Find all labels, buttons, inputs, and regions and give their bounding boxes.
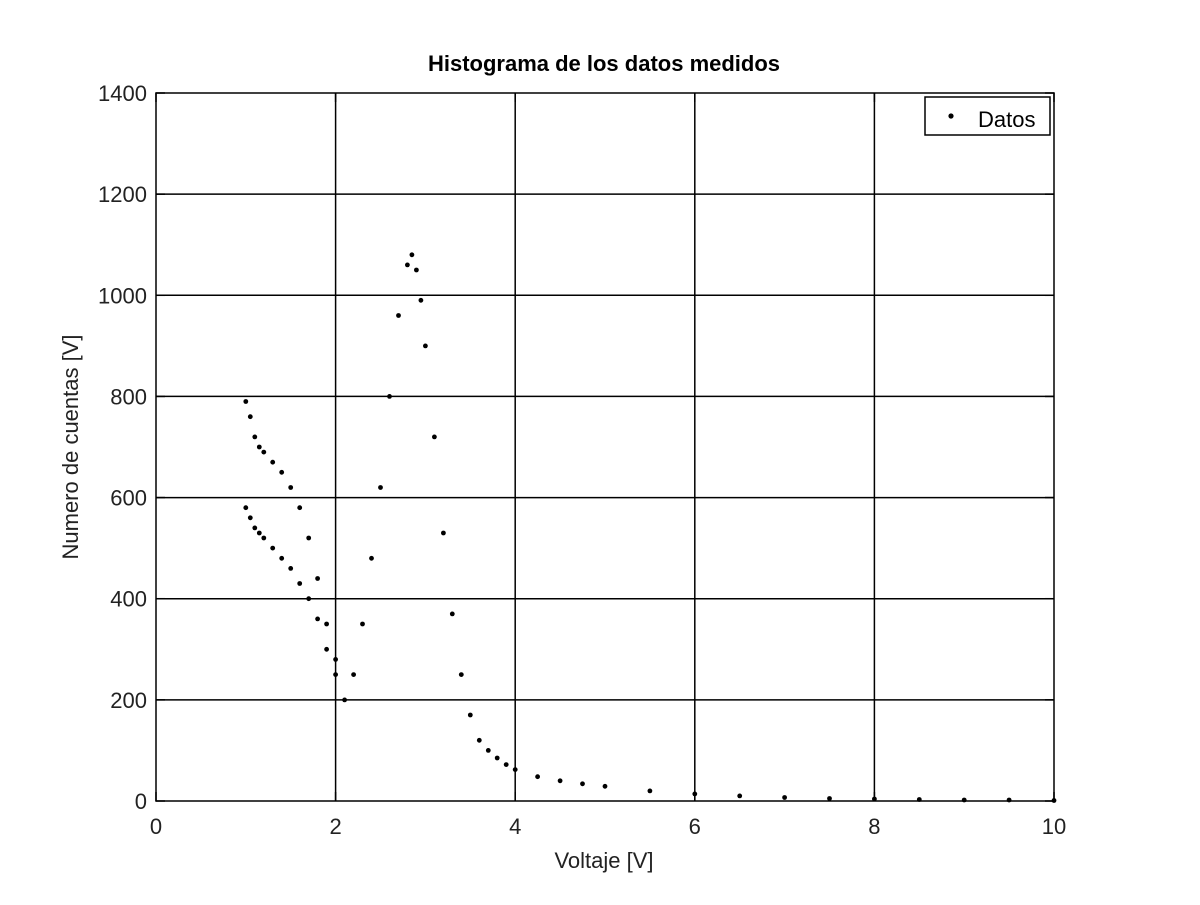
data-point [288, 485, 294, 490]
y-tick-label: 200 [110, 688, 147, 713]
data-point [414, 267, 419, 273]
y-tick-label: 400 [110, 587, 147, 612]
data-point [449, 611, 455, 617]
data-point [441, 530, 446, 536]
data-point [333, 657, 338, 662]
y-tick-label: 600 [110, 486, 147, 511]
legend-label-datos: Datos [978, 107, 1035, 132]
data-point [360, 621, 365, 627]
data-point [405, 262, 410, 268]
data-point [256, 444, 262, 450]
data-point [409, 252, 415, 258]
data-point [261, 449, 267, 455]
y-tick-label: 0 [135, 789, 147, 814]
data-points [243, 252, 1057, 803]
tick-labels: 0 2 4 6 8 10 0 200 400 600 800 1000 1200 1400 [98, 81, 1066, 839]
data-point [647, 788, 653, 794]
chart-title: Histograma de los datos medidos [428, 51, 780, 76]
data-point [423, 343, 428, 349]
data-point [315, 576, 320, 581]
data-point [261, 535, 267, 541]
y-tick-label: 1000 [98, 283, 147, 308]
x-tick-label: 8 [868, 814, 880, 839]
legend: Datos [924, 96, 1051, 136]
data-point [387, 394, 392, 399]
x-tick-label: 0 [150, 814, 162, 839]
data-point [342, 697, 347, 703]
plot-frame [155, 92, 1055, 802]
x-tick-label: 10 [1042, 814, 1066, 839]
data-point [378, 485, 383, 490]
data-point [557, 778, 563, 784]
data-point [324, 621, 329, 627]
data-point [247, 515, 253, 521]
data-point [270, 459, 276, 465]
data-point [512, 767, 518, 772]
data-point [270, 545, 276, 551]
data-point [580, 781, 585, 787]
data-point [467, 712, 473, 718]
x-tick-label: 6 [689, 814, 701, 839]
x-tick-label: 4 [509, 814, 521, 839]
axis-ticks [155, 92, 1055, 802]
data-point [494, 755, 500, 761]
y-tick-label: 1400 [98, 81, 147, 106]
data-point [324, 646, 329, 652]
data-point [351, 672, 356, 677]
data-point [737, 793, 743, 799]
data-point [247, 414, 253, 420]
legend-marker [948, 113, 954, 119]
data-point [485, 748, 491, 753]
data-point [256, 530, 262, 536]
y-tick-label: 1200 [98, 182, 147, 207]
x-axis-label: Voltaje [V] [554, 848, 653, 873]
data-point [306, 596, 312, 602]
data-point [279, 469, 285, 475]
data-point [827, 796, 832, 801]
data-point [535, 774, 540, 780]
data-point [279, 555, 285, 561]
data-point [782, 795, 787, 800]
data-point [297, 505, 303, 511]
data-point [503, 762, 509, 767]
data-point [476, 737, 482, 743]
y-axis-label: Numero de cuentas [V] [58, 334, 83, 559]
grid-lines [156, 93, 1054, 801]
x-tick-label: 2 [329, 814, 341, 839]
data-point [297, 581, 303, 586]
y-tick-label: 800 [110, 384, 147, 409]
data-point [333, 672, 338, 677]
data-point [458, 672, 464, 677]
data-point [306, 535, 312, 541]
data-point [602, 783, 608, 789]
data-point [418, 297, 424, 303]
data-point [252, 434, 258, 440]
data-point [288, 566, 294, 571]
legend-box [924, 96, 1051, 136]
data-point [369, 555, 374, 561]
data-point [432, 434, 437, 440]
data-point [315, 616, 320, 622]
data-point [396, 313, 401, 318]
data-point [252, 525, 258, 531]
data-point [243, 399, 249, 404]
data-point [243, 505, 249, 511]
